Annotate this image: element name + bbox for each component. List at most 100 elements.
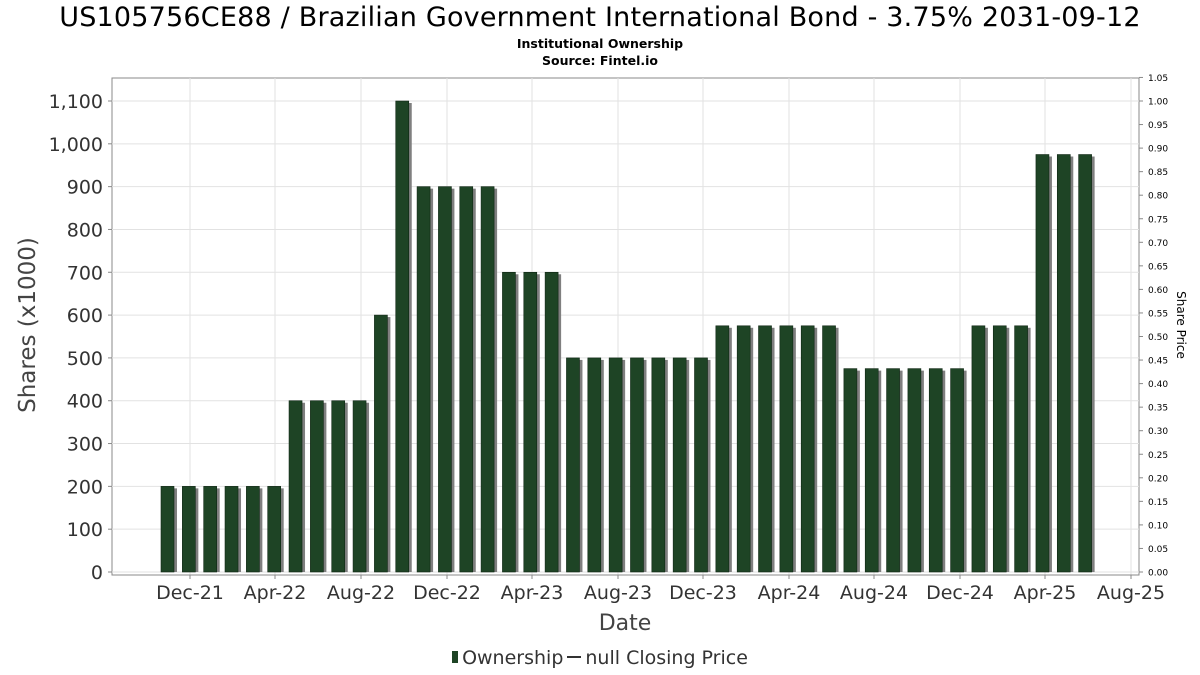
y2-tick-label: 0.25 (1148, 451, 1168, 461)
y2-tick-label: 0.30 (1148, 427, 1168, 437)
ownership-bar (246, 486, 260, 573)
ownership-bar (1014, 325, 1028, 573)
y2-tick-label: 0.80 (1148, 192, 1168, 202)
y2-tick-label: 0.95 (1148, 121, 1168, 131)
legend-ownership-label: Ownership (462, 647, 564, 669)
ownership-bar (758, 325, 772, 573)
y-tick-label: 600 (67, 305, 103, 327)
chart-source: Source: Fintel.io (542, 53, 658, 68)
ownership-bar (950, 368, 964, 573)
x-tick-label: Dec-24 (926, 582, 994, 604)
ownership-bar (203, 486, 217, 573)
y2-tick-label: 0.40 (1148, 380, 1168, 390)
ownership-bar (438, 186, 452, 573)
ownership-bar (182, 486, 196, 573)
ownership-bar (459, 186, 474, 573)
ownership-bar (928, 368, 943, 573)
y2-tick-label: 0.70 (1148, 239, 1168, 249)
ownership-bar (523, 271, 538, 573)
x-tick-label: Dec-23 (669, 582, 737, 604)
ownership-bar (1056, 154, 1071, 573)
x-tick-label: Aug-22 (327, 582, 395, 604)
x-tick-label: Aug-25 (1097, 582, 1165, 604)
legend-ownership-swatch (452, 651, 459, 663)
ownership-bar (416, 186, 431, 573)
y2-tick-label: 0.75 (1148, 215, 1168, 225)
x-axis-title: Date (599, 611, 652, 636)
ownership-bar (267, 486, 282, 573)
ownership-bar (907, 368, 922, 573)
y-tick-label: 100 (67, 519, 103, 541)
y2-tick-label: 0.20 (1148, 474, 1168, 484)
y2-tick-label: 0.00 (1148, 569, 1168, 579)
x-tick-label: Apr-24 (758, 582, 821, 604)
ownership-bar (672, 357, 687, 573)
y-tick-label: 900 (67, 177, 103, 199)
y2-tick-label: 0.50 (1148, 333, 1168, 343)
y2-tick-label: 0.55 (1148, 309, 1168, 319)
ownership-bar (544, 271, 559, 573)
ownership-bar (779, 325, 794, 573)
y2-tick-label: 0.90 (1148, 145, 1168, 155)
legend-price-swatch (567, 656, 582, 658)
ownership-bar (630, 357, 644, 573)
y2-tick-label: 0.10 (1148, 521, 1168, 531)
x-tick-label: Aug-24 (840, 582, 908, 604)
y2-tick-label: 0.85 (1148, 168, 1168, 178)
y-tick-label: 0 (91, 562, 103, 584)
ownership-bar (736, 325, 751, 573)
y2-axis-title: Share Price (1174, 291, 1188, 359)
y-axis-title: Shares (x1000) (15, 237, 41, 413)
legend-price-label: null Closing Price (585, 647, 748, 669)
ownership-bar (992, 325, 1007, 573)
y2-tick-label: 0.65 (1148, 262, 1168, 272)
y2-tick-label: 1.05 (1148, 74, 1168, 84)
x-tick-label: Apr-25 (1014, 582, 1077, 604)
y2-tick-label: 0.35 (1148, 404, 1168, 414)
ownership-bar (160, 486, 175, 573)
ownership-bar (374, 314, 388, 573)
x-tick-label: Dec-22 (413, 582, 481, 604)
chart-legend: Ownership null Closing Price (0, 647, 1200, 669)
ownership-bar (310, 400, 324, 573)
x-tick-label: Aug-23 (584, 582, 652, 604)
ownership-bar (352, 400, 367, 573)
ownership-bar (694, 357, 708, 573)
ownership-bar (822, 325, 836, 573)
y-tick-label: 800 (67, 219, 103, 241)
y2-tick-label: 0.15 (1148, 498, 1168, 508)
ownership-bar (864, 368, 879, 573)
y2-tick-label: 0.05 (1148, 545, 1168, 555)
x-tick-label: Apr-22 (244, 582, 307, 604)
chart-subtitle: Institutional Ownership (516, 36, 684, 51)
ownership-bar (224, 486, 239, 573)
y-tick-label: 200 (67, 476, 103, 498)
ownership-bar (608, 357, 623, 573)
chart-title: US105756CE88 / Brazilian Government Inte… (59, 2, 1141, 33)
y2-tick-label: 0.45 (1148, 357, 1168, 367)
ownership-bar (502, 271, 516, 573)
y-tick-label: 700 (67, 262, 103, 284)
ownership-bar (843, 368, 858, 573)
y-tick-label: 500 (67, 348, 103, 370)
ownership-bar (971, 325, 986, 573)
y-tick-label: 1,100 (49, 91, 103, 113)
x-tick-label: Apr-23 (501, 582, 564, 604)
ownership-bar (566, 357, 580, 573)
x-tick-label: Dec-21 (156, 582, 224, 604)
ownership-bar (715, 325, 730, 573)
y2-tick-label: 0.60 (1148, 286, 1168, 296)
y-tick-label: 400 (67, 391, 103, 413)
ownership-bar (480, 186, 495, 573)
ownership-bar (886, 368, 900, 573)
y2-tick-label: 1.00 (1148, 98, 1168, 108)
y-tick-label: 1,000 (49, 134, 103, 156)
ownership-bar (1078, 154, 1092, 573)
y-tick-label: 300 (67, 434, 103, 456)
ownership-bar (288, 400, 303, 573)
ownership-bar (651, 357, 666, 573)
ownership-bar (395, 100, 410, 573)
ownership-bar (800, 325, 815, 573)
ownership-bar (587, 357, 602, 573)
